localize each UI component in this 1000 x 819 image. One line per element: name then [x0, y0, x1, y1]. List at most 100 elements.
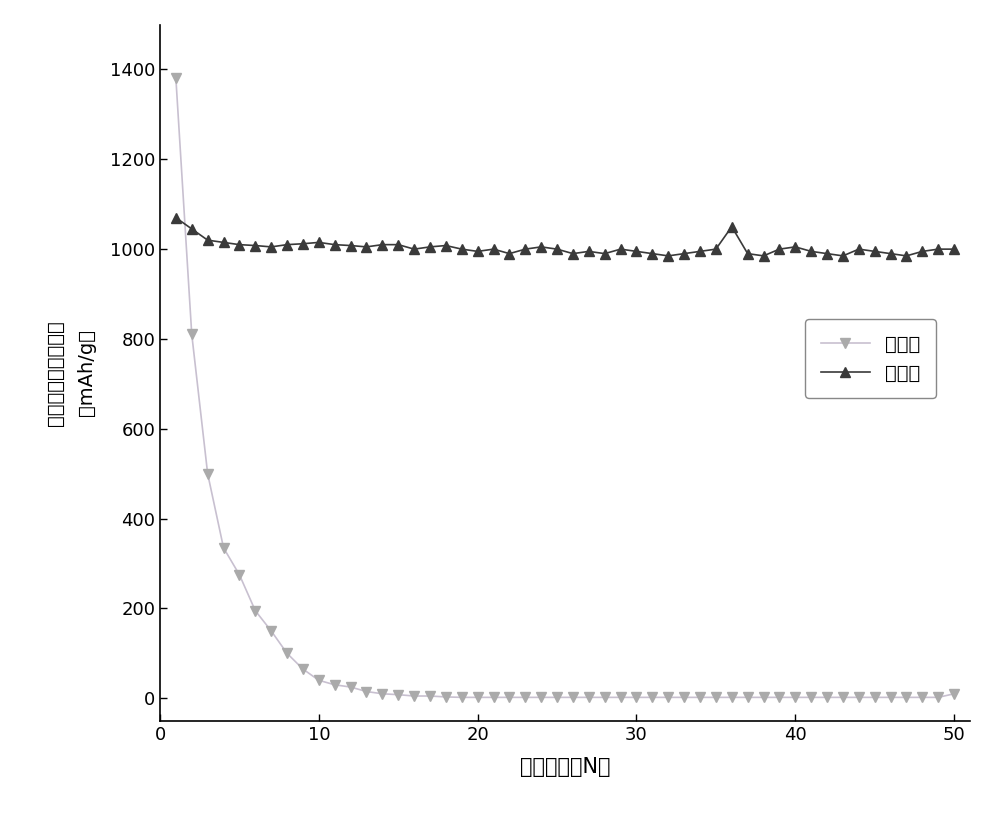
实施例 — [630, 247, 642, 256]
对比例 — [186, 329, 198, 339]
Legend: 对比例, 实施例: 对比例, 实施例 — [805, 319, 936, 398]
Y-axis label: 半电池的放电比容量
（mAh/g）: 半电池的放电比容量 （mAh/g） — [46, 319, 96, 426]
实施例 — [853, 244, 865, 254]
X-axis label: 循环次数（N）: 循环次数（N） — [520, 758, 610, 777]
对比例 — [360, 686, 372, 696]
实施例 — [472, 247, 484, 256]
实施例 — [360, 242, 372, 251]
实施例 — [583, 247, 595, 256]
对比例 — [758, 692, 770, 702]
对比例 — [932, 692, 944, 702]
实施例 — [424, 242, 436, 251]
对比例 — [567, 692, 579, 702]
实施例 — [646, 249, 658, 259]
实施例 — [599, 249, 611, 259]
对比例 — [662, 692, 674, 702]
实施例 — [678, 249, 690, 259]
对比例 — [551, 692, 563, 702]
对比例 — [869, 692, 881, 702]
实施例 — [916, 247, 928, 256]
实施例 — [900, 251, 912, 260]
对比例 — [615, 692, 627, 702]
对比例 — [726, 692, 738, 702]
对比例 — [456, 692, 468, 702]
对比例 — [265, 626, 277, 636]
对比例 — [281, 649, 293, 658]
实施例 — [789, 242, 801, 251]
对比例 — [376, 689, 388, 699]
实施例 — [170, 213, 182, 223]
实施例 — [885, 249, 897, 259]
实施例 — [329, 240, 341, 250]
对比例 — [885, 692, 897, 702]
实施例 — [488, 244, 500, 254]
对比例 — [599, 692, 611, 702]
实施例 — [948, 244, 960, 254]
实施例 — [805, 247, 817, 256]
对比例 — [329, 680, 341, 690]
实施例 — [519, 244, 531, 254]
对比例 — [313, 676, 325, 686]
实施例 — [615, 244, 627, 254]
对比例 — [900, 692, 912, 702]
对比例 — [297, 664, 309, 674]
对比例 — [170, 74, 182, 84]
实施例 — [313, 238, 325, 247]
对比例 — [789, 692, 801, 702]
实施例 — [726, 222, 738, 232]
实施例 — [837, 251, 849, 260]
对比例 — [503, 692, 515, 702]
对比例 — [853, 692, 865, 702]
实施例 — [265, 242, 277, 251]
实施例 — [440, 241, 452, 251]
对比例 — [948, 689, 960, 699]
实施例 — [249, 241, 261, 251]
对比例 — [519, 692, 531, 702]
实施例 — [551, 244, 563, 254]
对比例 — [218, 543, 230, 553]
实施例 — [202, 235, 214, 245]
实施例 — [662, 251, 674, 260]
对比例 — [440, 692, 452, 702]
对比例 — [773, 692, 785, 702]
实施例 — [932, 244, 944, 254]
对比例 — [630, 692, 642, 702]
Line: 对比例: 对比例 — [171, 74, 959, 702]
实施例 — [392, 240, 404, 250]
对比例 — [646, 692, 658, 702]
实施例 — [567, 249, 579, 259]
对比例 — [392, 690, 404, 699]
实施例 — [376, 240, 388, 250]
实施例 — [281, 240, 293, 250]
对比例 — [678, 692, 690, 702]
对比例 — [837, 692, 849, 702]
对比例 — [694, 692, 706, 702]
实施例 — [869, 247, 881, 256]
对比例 — [233, 570, 245, 580]
对比例 — [742, 692, 754, 702]
对比例 — [488, 692, 500, 702]
对比例 — [710, 692, 722, 702]
实施例 — [345, 241, 357, 251]
对比例 — [249, 606, 261, 616]
对比例 — [202, 468, 214, 478]
实施例 — [218, 238, 230, 247]
实施例 — [821, 249, 833, 259]
对比例 — [535, 692, 547, 702]
对比例 — [821, 692, 833, 702]
实施例 — [742, 249, 754, 259]
实施例 — [233, 240, 245, 250]
实施例 — [186, 224, 198, 234]
实施例 — [503, 249, 515, 259]
对比例 — [345, 682, 357, 692]
实施例 — [408, 244, 420, 254]
实施例 — [773, 244, 785, 254]
实施例 — [710, 244, 722, 254]
实施例 — [456, 244, 468, 254]
对比例 — [916, 692, 928, 702]
实施例 — [535, 242, 547, 251]
对比例 — [583, 692, 595, 702]
对比例 — [408, 691, 420, 701]
Line: 实施例: 实施例 — [171, 213, 959, 260]
实施例 — [758, 251, 770, 260]
